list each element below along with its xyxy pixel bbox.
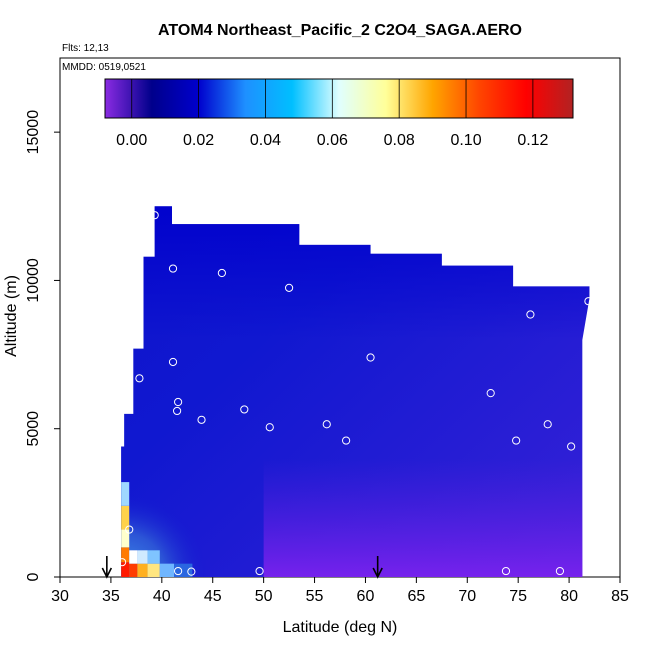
x-tick-label: 60 [357,588,375,605]
hotspot-cell [129,563,138,577]
sample-point [109,451,119,460]
x-tick-label: 40 [153,588,171,605]
sample-point [168,264,178,273]
mmdd-label: MMDD: 0519,0521 [62,62,146,73]
y-tick-label: 10000 [25,258,42,303]
hotspot-cell [159,563,175,577]
x-tick-label: 55 [306,588,324,605]
hotspot-cell [121,482,130,506]
sample-point [172,406,182,416]
sample-point [255,566,264,576]
sample-points [109,211,593,576]
hotspot-cell [147,563,160,577]
y-tick-label: 5000 [25,411,42,447]
x-tick-label: 45 [204,588,222,605]
sample-point [150,211,159,220]
sample-point [118,558,127,567]
sample-point [168,357,178,367]
sample-point [555,566,565,576]
sample-point [501,566,511,576]
sample-point [197,415,206,424]
chart-title: ATOM4 Northeast_Pacific_2 C2O4_SAGA.AERO [158,22,522,39]
hotspot-cell [121,529,130,548]
colorbar-ticks: 0.00 0.02 0.04 0.06 0.08 0.10 0.12 [116,79,549,149]
sample-point [240,405,249,414]
colorbar-tick-label: 0.04 [250,132,281,149]
sample-point [486,389,495,398]
colorbar-fill [104,78,574,119]
x-tick-label: 70 [458,588,476,605]
x-tick-label: 80 [560,588,578,605]
colorbar-tick-label: 0.06 [317,132,348,149]
arrow-marker-head [101,567,113,579]
sample-point [135,374,144,383]
sample-point [284,283,294,292]
hotspot-cell [129,550,138,564]
x-tick-label: 30 [51,588,69,605]
sample-point [584,297,593,306]
hotspot-cell [121,505,130,530]
x-tick-label: 35 [102,588,120,605]
sample-point [366,353,375,362]
sample-point [187,567,196,576]
x-axis: 30 35 40 45 50 55 60 65 70 75 80 85 [51,577,629,605]
field-boundary-layer [263,458,590,577]
flights-label: Flts: 12,13 [62,43,109,54]
colorbar: 0.00 0.02 0.04 0.06 0.08 0.10 0.12 [104,78,574,149]
colorbar-tick-label: 0.08 [384,132,415,149]
x-tick-label: 75 [509,588,527,605]
colorbar-tick-label: 0.00 [116,132,147,149]
hotspot-cell [137,550,148,564]
hotspot-cell [121,562,130,577]
y-axis-label: Altitude (m) [3,275,20,357]
sample-point [512,436,521,445]
sample-point [265,423,274,432]
arrow-markers [101,556,383,579]
colorbar-tick-label: 0.02 [183,132,214,149]
y-axis: 0 5000 10000 15000 [25,110,60,581]
x-axis-label: Latitude (deg N) [283,619,398,636]
sample-point [174,397,183,407]
y-tick-label: 15000 [25,110,42,155]
hotspot-cell [137,563,148,577]
sample-point [543,420,552,429]
y-tick-label: 0 [25,572,42,581]
arrow-marker-head [372,567,383,579]
sample-point [567,442,576,451]
sample-point [125,525,134,534]
colorbar-tick-label: 0.12 [517,132,548,149]
field-upper-band [121,206,590,340]
x-tick-label: 65 [407,588,425,605]
x-tick-label: 85 [611,588,629,605]
sample-point [217,268,226,278]
colorbar-tick-label: 0.10 [450,132,481,149]
sample-point [342,436,351,445]
hotspot-cell [121,547,130,563]
sample-point [174,566,183,576]
sample-point [322,420,331,429]
x-tick-label: 50 [255,588,273,605]
hotspot-cell [147,550,160,564]
sample-point [526,310,535,319]
